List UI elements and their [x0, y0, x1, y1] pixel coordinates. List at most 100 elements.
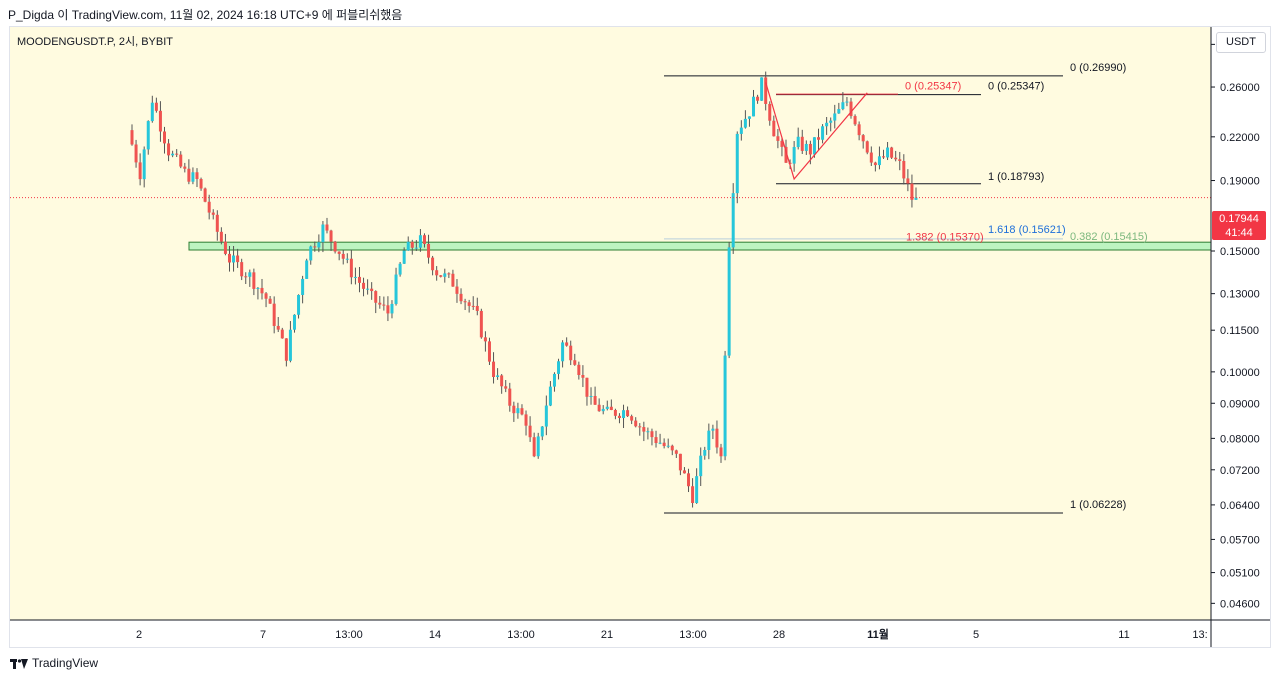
- candle-body: [601, 408, 605, 412]
- x-tick-label: 2: [136, 629, 142, 641]
- candle-body: [248, 272, 252, 277]
- candle-body: [658, 442, 662, 444]
- fib-label: 0 (0.26990): [1070, 62, 1126, 74]
- candle-body: [520, 408, 524, 415]
- fib-label: 0 (0.25347): [905, 81, 961, 93]
- candle-body: [703, 449, 707, 456]
- candle-body: [731, 193, 735, 248]
- candle-body: [390, 303, 394, 314]
- candle-body: [138, 162, 142, 180]
- candle-body: [357, 276, 361, 283]
- candle-body: [890, 147, 894, 158]
- candle-body: [699, 455, 703, 477]
- candle-body: [772, 120, 776, 137]
- candle-body: [463, 301, 467, 303]
- candle-body: [422, 235, 426, 244]
- candle-body: [366, 288, 370, 290]
- candle-body: [439, 275, 443, 277]
- candle-body: [483, 337, 487, 342]
- candle-body: [443, 273, 447, 277]
- candle-body: [451, 273, 455, 287]
- x-tick-label: 13:00: [335, 629, 363, 641]
- candle-body: [662, 442, 666, 447]
- symbol-legend[interactable]: MOODENGUSDT.P, 2시, BYBIT: [17, 36, 174, 48]
- candle-body: [345, 258, 349, 260]
- candle-body: [829, 120, 833, 123]
- candle-body: [280, 329, 284, 339]
- candle-body: [402, 250, 406, 264]
- candle-body: [747, 116, 751, 119]
- price-unit-button[interactable]: USDT: [1216, 32, 1266, 53]
- tradingview-brand-label: TradingView: [32, 656, 99, 670]
- candle-body: [398, 263, 402, 275]
- candle-body: [898, 159, 902, 161]
- y-tick-label: 0.06400: [1220, 500, 1260, 512]
- candle-body: [313, 246, 317, 248]
- candle-body: [410, 241, 414, 248]
- candle-body: [764, 77, 768, 104]
- y-tick-label: 0.11500: [1220, 325, 1259, 337]
- candle-body: [325, 224, 329, 231]
- candle-body: [130, 130, 134, 145]
- y-tick-label: 0.26000: [1220, 82, 1260, 94]
- y-tick-label: 0.10000: [1220, 367, 1260, 379]
- candle-body: [431, 257, 435, 271]
- candle-body: [150, 102, 154, 122]
- candle-body: [861, 135, 865, 142]
- candle-body: [223, 241, 227, 254]
- candle-body: [597, 404, 601, 412]
- candle-body: [179, 154, 183, 167]
- candle-body: [260, 287, 264, 294]
- chart-plot-area[interactable]: [10, 27, 1211, 620]
- candle-body: [297, 294, 301, 315]
- candle-body: [394, 274, 398, 304]
- candle-body: [609, 406, 613, 410]
- candle-body: [666, 445, 670, 447]
- candle-body: [183, 166, 187, 169]
- last-price-value: 0.17944: [1219, 213, 1259, 225]
- x-tick-label: 13:: [1192, 629, 1207, 641]
- candle-body: [158, 110, 162, 132]
- triangle-pattern: [765, 82, 868, 181]
- x-tick-label: 28: [773, 629, 785, 641]
- candle-body: [378, 302, 382, 305]
- candle-body: [894, 157, 898, 160]
- candle-body: [886, 147, 890, 158]
- y-tick-label: 0.07200: [1220, 465, 1260, 477]
- candle-body: [321, 224, 325, 243]
- candle-body: [650, 431, 654, 438]
- support-zone: [188, 241, 1212, 251]
- candle-body: [577, 364, 581, 376]
- candle-body: [833, 113, 837, 121]
- candle-body: [232, 255, 236, 263]
- candle-body: [760, 77, 764, 101]
- candle-body: [309, 246, 313, 261]
- candle-body: [873, 162, 877, 166]
- candle-body: [276, 325, 280, 330]
- candle-body: [869, 152, 873, 163]
- y-tick-label: 0.15000: [1220, 246, 1260, 258]
- candle-body: [837, 109, 841, 114]
- candle-body: [853, 116, 857, 125]
- candle-body: [406, 241, 410, 251]
- candle-body: [199, 178, 203, 189]
- candle-body: [711, 428, 715, 431]
- candle-body: [500, 375, 504, 387]
- candle-body: [341, 253, 345, 259]
- candle-body: [459, 293, 463, 302]
- candle-body: [467, 302, 471, 306]
- candle-body: [780, 140, 784, 147]
- tradingview-brand[interactable]: TradingView: [10, 656, 98, 670]
- candle-body: [496, 375, 500, 377]
- candle-body: [317, 242, 321, 248]
- publish-header: P_Digda 이 TradingView.com, 11월 02, 2024 …: [8, 8, 403, 22]
- candle-body: [865, 141, 869, 153]
- candle-body: [817, 137, 821, 140]
- candle-body: [695, 476, 699, 504]
- candle-body: [715, 428, 719, 448]
- candle-body: [638, 426, 642, 428]
- candle-body: [678, 453, 682, 471]
- chart-frame: [9, 26, 1271, 648]
- candle-body: [329, 230, 333, 242]
